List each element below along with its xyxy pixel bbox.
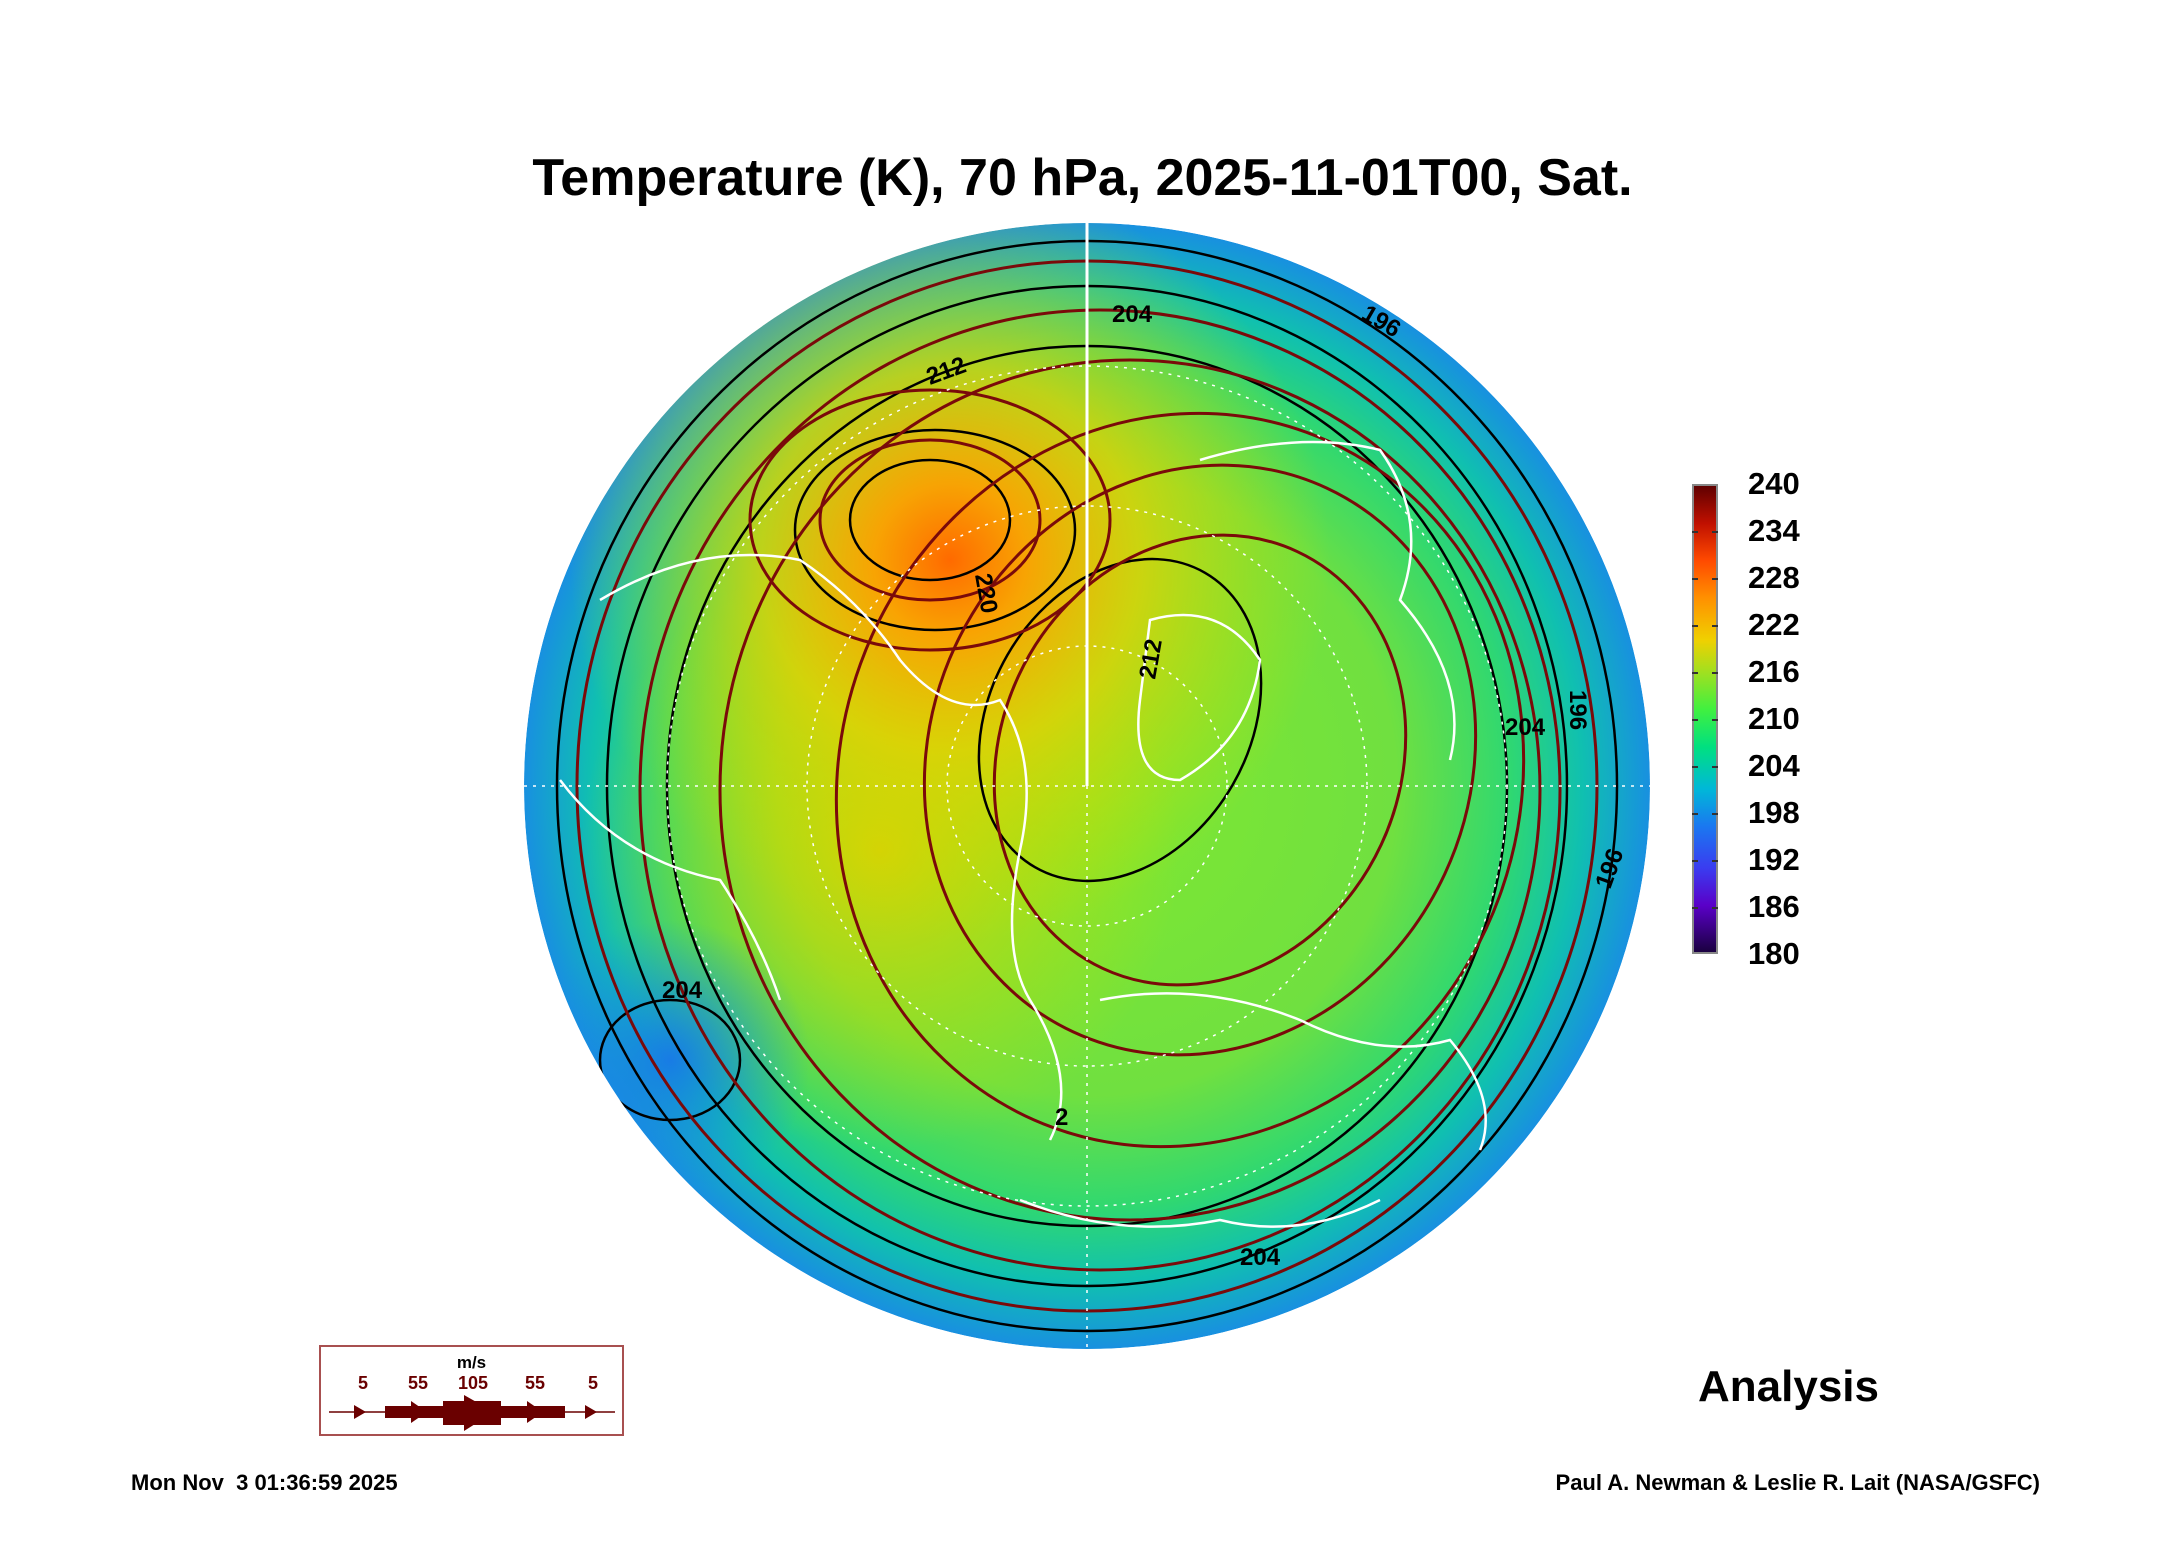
colorbar-tick <box>1692 766 1698 768</box>
colorbar-tick-label: 192 <box>1748 842 1800 877</box>
colorbar-tick-label: 216 <box>1748 654 1800 689</box>
colorbar-tick-label: 240 <box>1748 466 1800 501</box>
colorbar-tick <box>1712 766 1718 768</box>
colorbar-tick <box>1692 625 1698 627</box>
colorbar-tick-label: 204 <box>1748 748 1800 783</box>
contour-label: 196 <box>1564 690 1591 730</box>
legend-value: 105 <box>457 1373 489 1393</box>
colorbar-tick <box>1692 860 1698 862</box>
colorbar-tick <box>1712 907 1718 909</box>
analysis-label: Analysis <box>1698 1362 1879 1411</box>
colorbar-tick-label: 198 <box>1748 795 1800 830</box>
colorbar-tick <box>1712 531 1718 533</box>
coastlines <box>559 440 1487 1228</box>
colorbar-tick <box>1712 813 1718 815</box>
colorbar-tick <box>1692 672 1698 674</box>
colorbar-tick-label: 210 <box>1748 701 1800 736</box>
colorbar-tick <box>1692 907 1698 909</box>
contour-label: 204 <box>1112 301 1153 328</box>
colorbar-tick-label: 228 <box>1748 560 1800 595</box>
colorbar-tick <box>1712 625 1718 627</box>
colorbar-tick-label: 186 <box>1748 889 1800 924</box>
wind-speed-legend: m/s 5 55 105 55 5 <box>319 1345 624 1436</box>
colorbar-tick <box>1692 813 1698 815</box>
colorbar-tick-label: 180 <box>1748 936 1800 971</box>
colorbar-tick-label: 234 <box>1748 513 1800 548</box>
legend-value: 5 <box>587 1373 599 1393</box>
footer-date: Mon Nov 3 01:36:59 2025 <box>131 1470 398 1495</box>
legend-value: 55 <box>524 1373 546 1393</box>
colorbar-tick <box>1712 860 1718 862</box>
contour-label: 2 <box>1055 1104 1068 1131</box>
contour-label: 204 <box>1240 1244 1281 1271</box>
colorbar-tick <box>1692 578 1698 580</box>
colorbar-tick-label: 222 <box>1748 607 1800 642</box>
legend-value: 55 <box>407 1373 429 1393</box>
legend-arrow <box>329 1395 615 1431</box>
colorbar-tick <box>1712 578 1718 580</box>
colorbar-tick <box>1692 719 1698 721</box>
contour-label: 204 <box>1505 714 1546 741</box>
colorbar-tick <box>1692 531 1698 533</box>
legend-unit: m/s <box>456 1353 487 1372</box>
chart-title: Temperature (K), 70 hPa, 2025-11-01T00, … <box>532 149 1633 207</box>
footer-credit: Paul A. Newman & Leslie R. Lait (NASA/GS… <box>1555 1470 2040 1495</box>
legend-value: 5 <box>357 1373 369 1393</box>
contour-label: 204 <box>662 977 703 1004</box>
colorbar-tick <box>1712 672 1718 674</box>
colorbar-tick <box>1712 719 1718 721</box>
